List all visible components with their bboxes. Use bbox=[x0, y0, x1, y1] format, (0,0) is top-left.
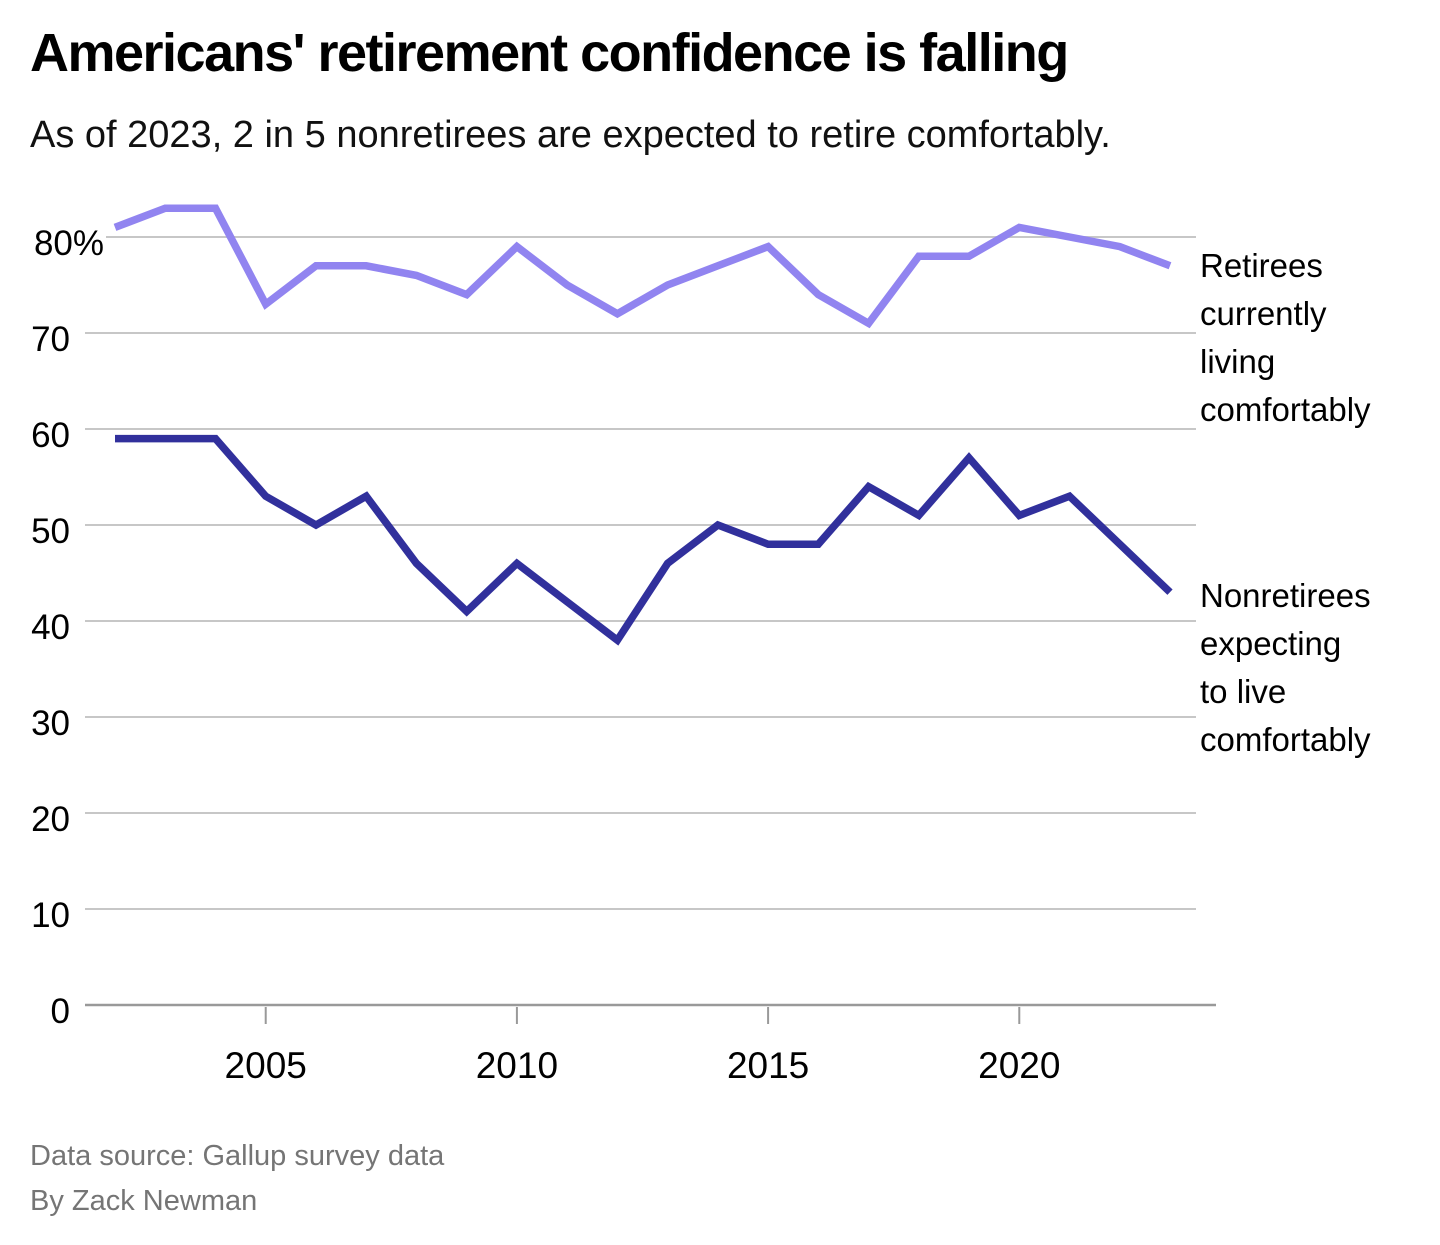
series-label-line: comfortably bbox=[1200, 391, 1371, 428]
x-axis-tick-label: 2010 bbox=[476, 1045, 558, 1086]
series-label-line: Nonretirees bbox=[1200, 577, 1371, 614]
y-axis-tick-label: 80% bbox=[34, 224, 104, 263]
x-axis-tick-label: 2015 bbox=[727, 1045, 809, 1086]
y-axis-tick-label: 70 bbox=[31, 320, 70, 359]
y-axis-tick-label: 10 bbox=[31, 896, 70, 935]
series-label-line: to live bbox=[1200, 673, 1287, 710]
chart-subtitle: As of 2023, 2 in 5 nonretirees are expec… bbox=[30, 114, 1111, 156]
y-axis-tick-label: 40 bbox=[31, 608, 70, 647]
y-axis-tick-label: 60 bbox=[31, 416, 70, 455]
y-axis-tick-label: 20 bbox=[31, 800, 70, 839]
series-label-line: Retirees bbox=[1200, 247, 1323, 284]
series-label-nonretirees: Nonretirees expecting to live comfortabl… bbox=[1200, 572, 1435, 764]
x-axis-tick-label: 2005 bbox=[225, 1045, 307, 1086]
data-source-note: Data source: Gallup survey data bbox=[30, 1140, 445, 1172]
x-axis-tick-label: 2020 bbox=[978, 1045, 1060, 1086]
series-label-line: currently bbox=[1200, 295, 1327, 332]
series-line-retirees bbox=[113, 204, 1172, 329]
chart-title: Americans' retirement confidence is fall… bbox=[30, 23, 1069, 83]
series-label-line: comfortably bbox=[1200, 721, 1371, 758]
y-axis-tick-label: 0 bbox=[51, 992, 70, 1031]
byline: By Zack Newman bbox=[30, 1185, 258, 1217]
chart-footer: Data source: Gallup survey data By Zack … bbox=[30, 1134, 444, 1224]
series-label-retirees: Retirees currently living comfortably bbox=[1200, 242, 1435, 434]
series-label-line: expecting bbox=[1200, 625, 1342, 662]
series-label-line: living bbox=[1200, 343, 1276, 380]
series-line-nonretirees bbox=[115, 434, 1173, 646]
y-axis-tick-label: 50 bbox=[31, 512, 70, 551]
y-axis-tick-label: 30 bbox=[31, 704, 70, 743]
